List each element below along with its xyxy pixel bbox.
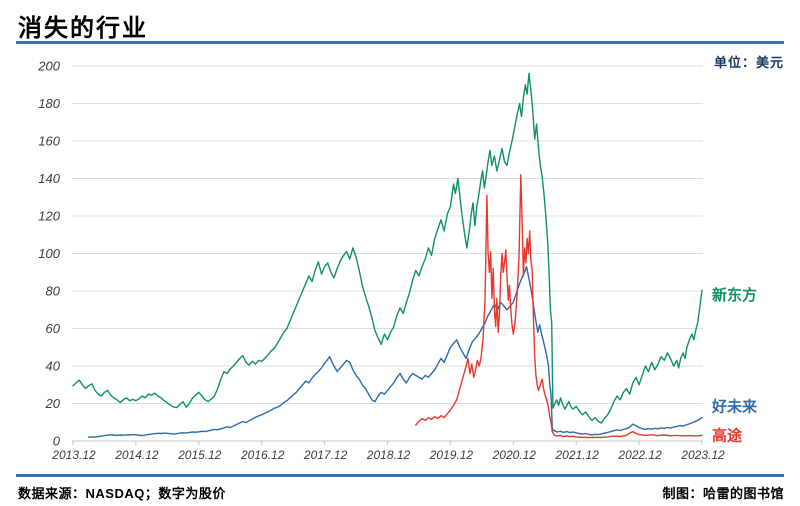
- x-tick-label: 2021.12: [555, 448, 600, 462]
- footer-divider: [16, 474, 784, 477]
- x-tick-label: 2016.12: [240, 448, 285, 462]
- x-tick-label: 2015.12: [177, 448, 222, 462]
- series-label-0: 新东方: [712, 286, 757, 304]
- y-tick-label: 20: [45, 396, 61, 411]
- y-tick-label: 100: [38, 246, 60, 261]
- series-label-2: 高途: [712, 426, 743, 444]
- series-label-1: 好未来: [711, 398, 758, 416]
- y-tick-label: 140: [38, 171, 60, 186]
- unit-label: 单位：美元: [713, 55, 784, 70]
- y-tick-label: 180: [38, 96, 60, 111]
- y-tick-label: 80: [46, 284, 61, 299]
- x-tick-label: 2017.12: [303, 448, 348, 462]
- y-tick-label: 60: [46, 321, 61, 336]
- x-tick-label: 2020.12: [492, 448, 537, 462]
- y-tick-label: 160: [38, 134, 60, 149]
- x-tick-label: 2018.12: [366, 448, 411, 462]
- x-tick-label: 2023.12: [680, 448, 725, 462]
- y-tick-label: 0: [53, 434, 61, 449]
- y-tick-label: 200: [37, 59, 60, 74]
- series-line-0: [72, 72, 703, 424]
- series-line-2: [415, 174, 703, 439]
- x-tick-label: 2013.12: [51, 448, 96, 462]
- x-tick-label: 2019.12: [429, 448, 474, 462]
- x-tick-label: 2022.12: [617, 448, 662, 462]
- chart-credit-note: 制图：哈雷的图书馆: [662, 486, 784, 501]
- y-tick-label: 40: [46, 359, 61, 374]
- x-tick-label: 2014.12: [114, 448, 159, 462]
- title-underline: [16, 41, 784, 44]
- y-tick-label: 120: [38, 209, 60, 224]
- series-line-1: [87, 265, 703, 438]
- data-source-note: 数据来源：NASDAQ；数字为股价: [18, 486, 226, 501]
- page-title: 消失的行业: [18, 15, 148, 42]
